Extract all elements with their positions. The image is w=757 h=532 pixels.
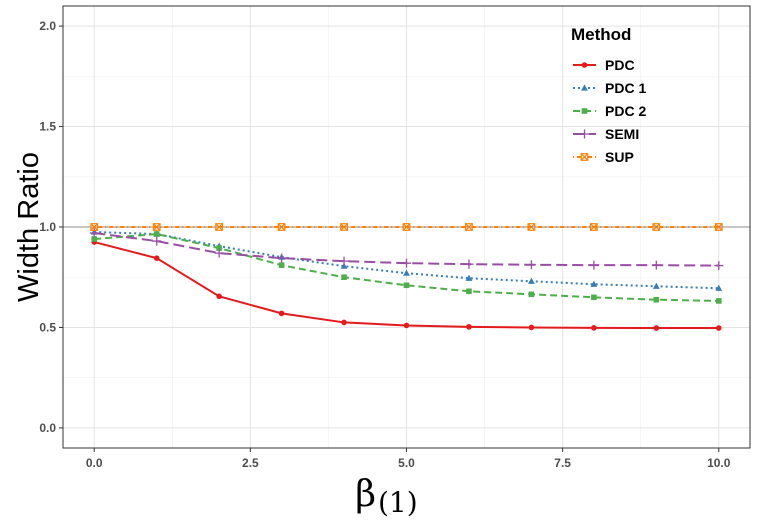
point-sup: [90, 223, 99, 231]
point-pdc2: [466, 288, 472, 295]
point-pdc: [403, 322, 410, 329]
axes: 0.0 2.5 5.0 7.5 10.0 0.0 0.5 1.0 1.5 2.0: [39, 19, 730, 470]
x-axis-label: β: [355, 474, 376, 515]
point-pdc2: [715, 298, 722, 304]
point-pdc2: [278, 262, 285, 268]
y-tick-label: 1.5: [39, 120, 56, 134]
point-pdc: [528, 324, 535, 331]
point-semi: [589, 260, 599, 270]
y-tick-label: 2.0: [39, 19, 56, 33]
y-axis-label: Width Ratio: [13, 152, 45, 302]
series-pdc2: [91, 231, 722, 304]
point-pdc2: [653, 296, 660, 303]
legend-item-pdc1: PDC 1: [573, 80, 646, 96]
point-semi: [277, 253, 287, 263]
point-pdc1: [403, 269, 410, 276]
point-semi: [464, 259, 474, 269]
point-pdc: [341, 319, 347, 326]
point-pdc: [216, 293, 222, 300]
legend-item-pdc: PDC: [573, 57, 635, 73]
legend-key-marker: [581, 62, 588, 68]
point-pdc1: [590, 280, 598, 287]
series-group: [89, 223, 724, 331]
point-semi: [526, 260, 536, 270]
point-semi: [214, 248, 224, 258]
point-pdc2: [403, 282, 410, 289]
legend-label: SUP: [605, 149, 634, 165]
point-semi: [714, 261, 724, 271]
series-line-pdc2: [94, 233, 719, 302]
point-semi: [339, 256, 349, 266]
point-pdc: [715, 325, 722, 331]
point-pdc: [466, 324, 472, 330]
x-tick-label: 7.5: [554, 456, 571, 470]
legend-label: PDC 2: [605, 103, 646, 119]
point-sup: [402, 223, 411, 231]
point-pdc2: [528, 291, 535, 298]
point-pdc: [153, 255, 160, 261]
point-sup: [652, 223, 661, 231]
x-tick-label: 2.5: [242, 456, 259, 470]
legend: Method PDC PDC 1 PDC 2 SEMI SUP: [571, 25, 646, 165]
x-tick-label: 0.0: [86, 456, 103, 470]
point-pdc1: [528, 277, 535, 284]
legend-item-semi: SEMI: [573, 126, 639, 142]
point-sup: [714, 223, 723, 231]
point-pdc1: [652, 282, 660, 289]
point-pdc: [653, 325, 660, 331]
point-sup: [465, 223, 473, 231]
point-sup: [152, 223, 161, 231]
point-semi: [152, 236, 162, 246]
y-tick-label: 1.0: [39, 220, 56, 234]
x-axis-label-subscript: (1): [378, 486, 418, 519]
point-sup: [589, 223, 598, 231]
legend-key-marker: [581, 108, 588, 114]
x-tick-label: 5.0: [398, 456, 415, 470]
point-sup: [277, 223, 286, 231]
y-tick-label: 0.5: [39, 320, 56, 334]
point-sup: [527, 223, 536, 231]
legend-key-marker: [580, 153, 589, 161]
point-sup: [215, 223, 224, 231]
point-pdc2: [91, 236, 98, 242]
legend-items: PDC PDC 1 PDC 2 SEMI SUP: [573, 57, 646, 165]
legend-title: Method: [571, 25, 631, 44]
point-pdc2: [153, 231, 160, 237]
point-sup: [340, 223, 348, 231]
series-semi: [89, 228, 724, 271]
legend-label: PDC: [605, 57, 635, 73]
legend-label: SEMI: [605, 126, 639, 142]
y-tick-label: 0.0: [39, 421, 56, 435]
legend-item-sup: SUP: [573, 149, 634, 165]
point-pdc1: [340, 262, 348, 269]
point-pdc: [278, 310, 285, 317]
point-pdc1: [465, 274, 473, 281]
legend-item-pdc2: PDC 2: [573, 103, 646, 119]
point-pdc1: [715, 284, 723, 291]
point-pdc2: [216, 245, 222, 251]
point-semi: [651, 260, 661, 270]
x-tick-label: 10.0: [707, 456, 731, 470]
legend-label: PDC 1: [605, 80, 646, 96]
point-semi: [402, 258, 411, 268]
point-pdc: [591, 325, 597, 331]
point-pdc2: [341, 274, 347, 281]
legend-key-marker: [580, 129, 589, 139]
series-pdc: [91, 239, 722, 331]
point-pdc2: [591, 294, 597, 301]
legend-key-marker: [581, 84, 588, 91]
series-sup: [90, 223, 723, 231]
